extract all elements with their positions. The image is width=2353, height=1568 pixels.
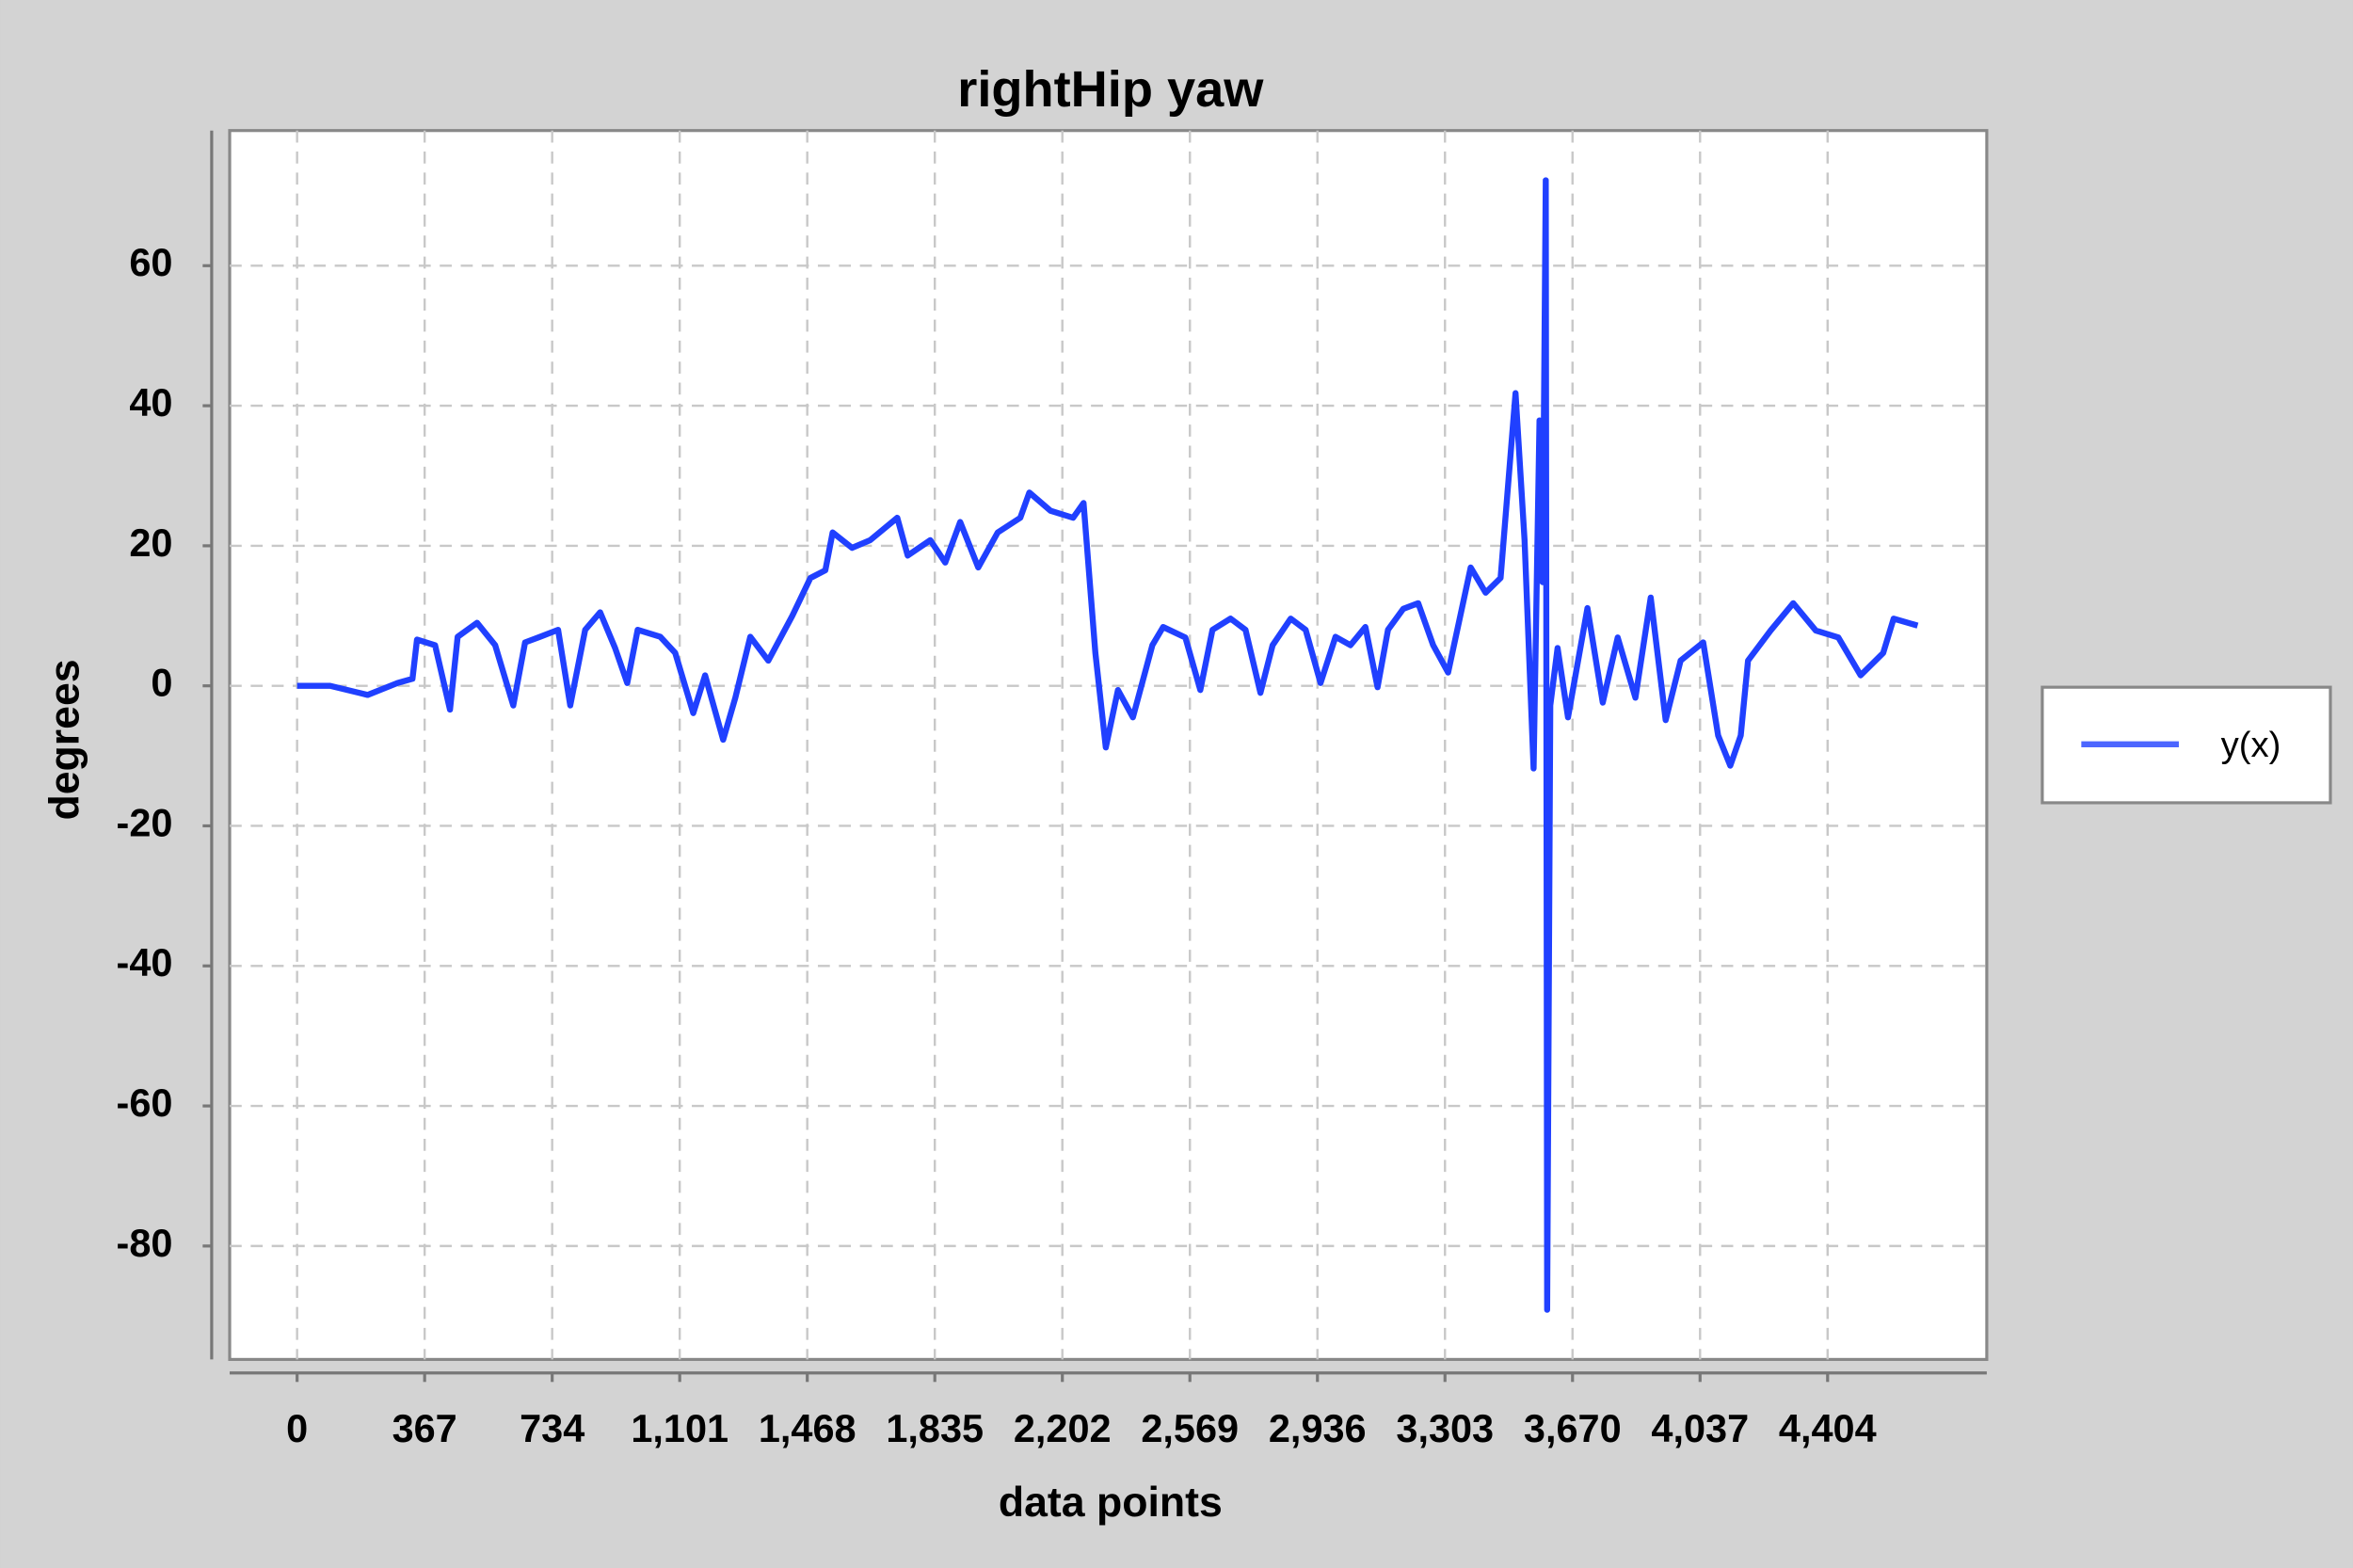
- data-line: [296, 177, 1919, 1313]
- x-tick-label: 1,835: [886, 1406, 984, 1450]
- x-tick-label: 4,037: [1651, 1406, 1749, 1450]
- x-tick-label: 367: [392, 1406, 457, 1450]
- y-tick-label: -60: [117, 1080, 173, 1125]
- x-tick-label: 4,404: [1779, 1406, 1877, 1450]
- x-tick-label: 3,670: [1524, 1406, 1622, 1450]
- x-tick-label: 1,468: [759, 1406, 856, 1450]
- y-axis-label: degrees: [42, 659, 88, 820]
- x-axis-label: data points: [999, 1480, 1223, 1526]
- y-tick-label: -20: [117, 800, 173, 844]
- y-tick-label: 20: [129, 520, 172, 565]
- y-tick-label: 60: [129, 240, 172, 284]
- x-tick-label: 734: [520, 1406, 584, 1450]
- y-tick-label: 40: [129, 380, 172, 424]
- x-tick-label: 2,569: [1141, 1406, 1239, 1450]
- y-tick-label: -80: [117, 1221, 173, 1265]
- x-tick-label: 1,101: [631, 1406, 728, 1450]
- chart-title: rightHip yaw: [957, 61, 1264, 118]
- x-tick-label: 3,303: [1396, 1406, 1494, 1450]
- y-tick-label: 0: [151, 661, 172, 705]
- x-tick-label: 0: [286, 1406, 308, 1450]
- y-tick-label: -40: [117, 940, 173, 984]
- x-tick-label: 2,202: [1014, 1406, 1112, 1450]
- x-tick-label: 2,936: [1269, 1406, 1367, 1450]
- legend-label: y(x): [2221, 725, 2281, 765]
